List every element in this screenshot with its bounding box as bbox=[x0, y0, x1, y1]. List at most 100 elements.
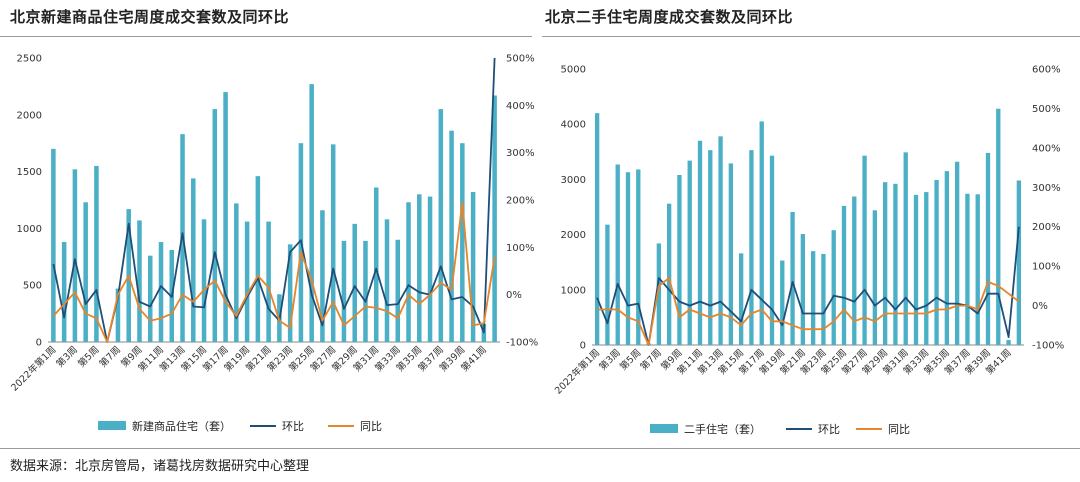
left-y-left-tick-label: 1000 bbox=[17, 224, 42, 235]
right-y-right-tick-label: 500% bbox=[1032, 104, 1061, 115]
right-bar bbox=[934, 179, 939, 345]
right-y-left-tick-label: 4000 bbox=[561, 120, 586, 131]
right-x-tick-label: 2022年第1周 bbox=[552, 347, 602, 397]
right-y-left-tick-label: 2000 bbox=[561, 230, 586, 241]
right-x-tick-label: 第3周 bbox=[597, 347, 623, 373]
right-chart-title: 北京二手住宅周度成交套数及同环比 bbox=[545, 8, 794, 26]
left-bar bbox=[94, 165, 99, 342]
right-legend-mom-label: 环比 bbox=[818, 423, 840, 436]
left-bar bbox=[449, 130, 454, 342]
right-x-tick-label: 第7周 bbox=[638, 347, 664, 373]
left-bar bbox=[330, 144, 336, 342]
left-y-right-tick-label: 400% bbox=[506, 101, 535, 112]
left-bar bbox=[406, 202, 411, 342]
right-legend-yoy-label: 同比 bbox=[888, 423, 910, 436]
left-y-right-tick-label: 500% bbox=[506, 54, 535, 65]
right-bar bbox=[882, 182, 888, 345]
left-bar bbox=[320, 210, 325, 342]
left-bar bbox=[287, 244, 293, 342]
right-bar bbox=[841, 205, 847, 345]
source-divider bbox=[0, 448, 1080, 449]
right-y-right-tick-label: 0% bbox=[1032, 301, 1048, 312]
right-bar bbox=[790, 211, 795, 345]
right-y-left-tick-label: 3000 bbox=[561, 175, 586, 186]
left-bar bbox=[61, 242, 67, 342]
left-y-right-tick-label: 200% bbox=[506, 196, 535, 207]
right-bar bbox=[759, 121, 764, 345]
right-bar bbox=[985, 152, 991, 345]
right-bar bbox=[975, 194, 980, 345]
right-bar bbox=[924, 192, 929, 345]
left-bar bbox=[363, 240, 368, 342]
left-y-right-tick-label: 100% bbox=[506, 243, 535, 254]
chart-canvas: 0 500 1000 1500 2000 2500 -100% 0% 100% 200% 300% 4… bbox=[8, 54, 1064, 437]
left-legend-mom-label: 环比 bbox=[282, 420, 304, 433]
left-bar bbox=[223, 92, 228, 342]
right-y-left-tick-label: 1000 bbox=[561, 285, 586, 296]
left-bar bbox=[234, 203, 239, 342]
right-bar bbox=[625, 172, 631, 345]
right-bar bbox=[738, 253, 744, 345]
left-bar bbox=[470, 192, 476, 342]
right-bar bbox=[769, 155, 775, 345]
left-y-left-tick-label: 500 bbox=[23, 281, 42, 292]
right-bar bbox=[780, 260, 785, 345]
left-bar bbox=[341, 240, 347, 342]
left-legend-bar-label: 新建商品住宅（套） bbox=[132, 419, 231, 433]
right-bar bbox=[749, 150, 754, 345]
left-bar bbox=[51, 148, 56, 342]
right-bar bbox=[821, 253, 826, 345]
left-bar bbox=[83, 202, 88, 342]
right-bar bbox=[831, 230, 836, 345]
left-bar bbox=[427, 196, 433, 342]
right-yoy-line bbox=[597, 277, 1020, 346]
right-legend-bar-label: 二手住宅（套） bbox=[684, 422, 761, 436]
left-bar bbox=[438, 109, 444, 343]
right-bar bbox=[594, 113, 600, 345]
left-bar bbox=[492, 95, 497, 342]
left-y-left-tick-label: 1500 bbox=[17, 167, 42, 178]
left-y-right-tick-label: 0% bbox=[506, 290, 522, 301]
data-source-note: 数据来源：北京房管局，诸葛找房数据研究中心整理 bbox=[10, 459, 310, 474]
left-bar bbox=[395, 239, 401, 342]
left-x-tick-label: 2022年第1周 bbox=[8, 344, 58, 394]
right-bar bbox=[728, 163, 734, 345]
left-bar bbox=[147, 255, 153, 342]
left-chart-title: 北京新建商品住宅周度成交套数及同环比 bbox=[10, 8, 290, 26]
right-bar bbox=[944, 171, 950, 345]
left-bar bbox=[244, 221, 250, 342]
right-bar bbox=[954, 161, 960, 345]
right-bar bbox=[852, 196, 857, 345]
left-yoy-line bbox=[52, 201, 496, 343]
right-bar bbox=[666, 203, 672, 345]
right-y-right-tick-label: 600% bbox=[1032, 65, 1061, 76]
right-x-tick-label: 第5周 bbox=[617, 347, 643, 373]
right-bar bbox=[687, 160, 692, 345]
left-y-left-tick-label: 0 bbox=[36, 338, 42, 349]
left-mom-line bbox=[52, 57, 496, 343]
right-bar bbox=[1006, 340, 1011, 345]
right-bar bbox=[810, 251, 816, 345]
left-bar bbox=[352, 223, 357, 342]
right-y-right-tick-label: 200% bbox=[1032, 222, 1061, 233]
left-title-divider bbox=[0, 36, 532, 37]
left-bar bbox=[72, 169, 78, 342]
right-y-right-tick-label: 100% bbox=[1032, 262, 1061, 273]
right-bar bbox=[656, 243, 662, 345]
right-bar bbox=[893, 183, 898, 345]
left-x-tick-label: 第7周 bbox=[97, 344, 123, 370]
left-bar bbox=[137, 220, 142, 342]
right-y-right-tick-label: -100% bbox=[1032, 341, 1064, 352]
left-bar bbox=[309, 84, 314, 343]
left-bar bbox=[417, 194, 422, 342]
right-bar bbox=[965, 193, 970, 345]
right-legend-bar-swatch bbox=[650, 424, 678, 433]
left-bar bbox=[384, 219, 390, 342]
right-bar bbox=[708, 150, 713, 345]
left-bar bbox=[460, 143, 465, 342]
right-y-left-tick-label: 0 bbox=[580, 341, 586, 352]
right-bar bbox=[636, 169, 641, 345]
right-bar bbox=[677, 174, 682, 345]
left-bar bbox=[191, 178, 196, 342]
right-bar bbox=[862, 155, 867, 345]
